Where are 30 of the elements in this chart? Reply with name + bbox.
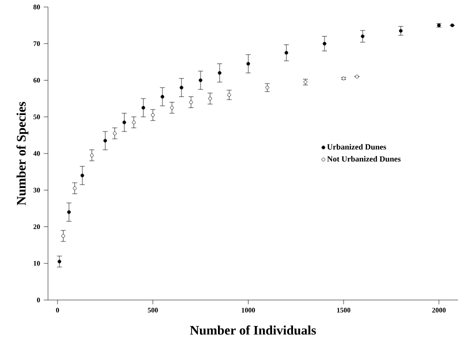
point [61, 234, 66, 238]
point [227, 93, 231, 97]
point [218, 71, 222, 75]
point [142, 106, 146, 110]
point [246, 62, 250, 66]
point [151, 113, 155, 117]
point [284, 50, 288, 55]
point [132, 120, 136, 124]
point [103, 138, 108, 142]
point [208, 96, 212, 100]
point [112, 132, 117, 136]
y-axis-title: Number of Species [16, 102, 28, 206]
point [122, 120, 126, 124]
point [67, 210, 71, 214]
point [360, 34, 364, 38]
point [90, 154, 94, 158]
legend-label: Not Urbanized Dunes [327, 156, 401, 162]
point [322, 42, 326, 46]
point [266, 86, 270, 90]
point [160, 94, 164, 99]
legend-label: Urbanized Dunes [327, 144, 386, 150]
point [72, 186, 76, 190]
point [189, 100, 193, 104]
point [198, 78, 202, 82]
x-axis-title: Number of Individuals [190, 325, 316, 335]
point [398, 29, 403, 33]
point [180, 86, 184, 90]
point [170, 106, 174, 110]
point [58, 260, 62, 264]
point [80, 174, 84, 178]
